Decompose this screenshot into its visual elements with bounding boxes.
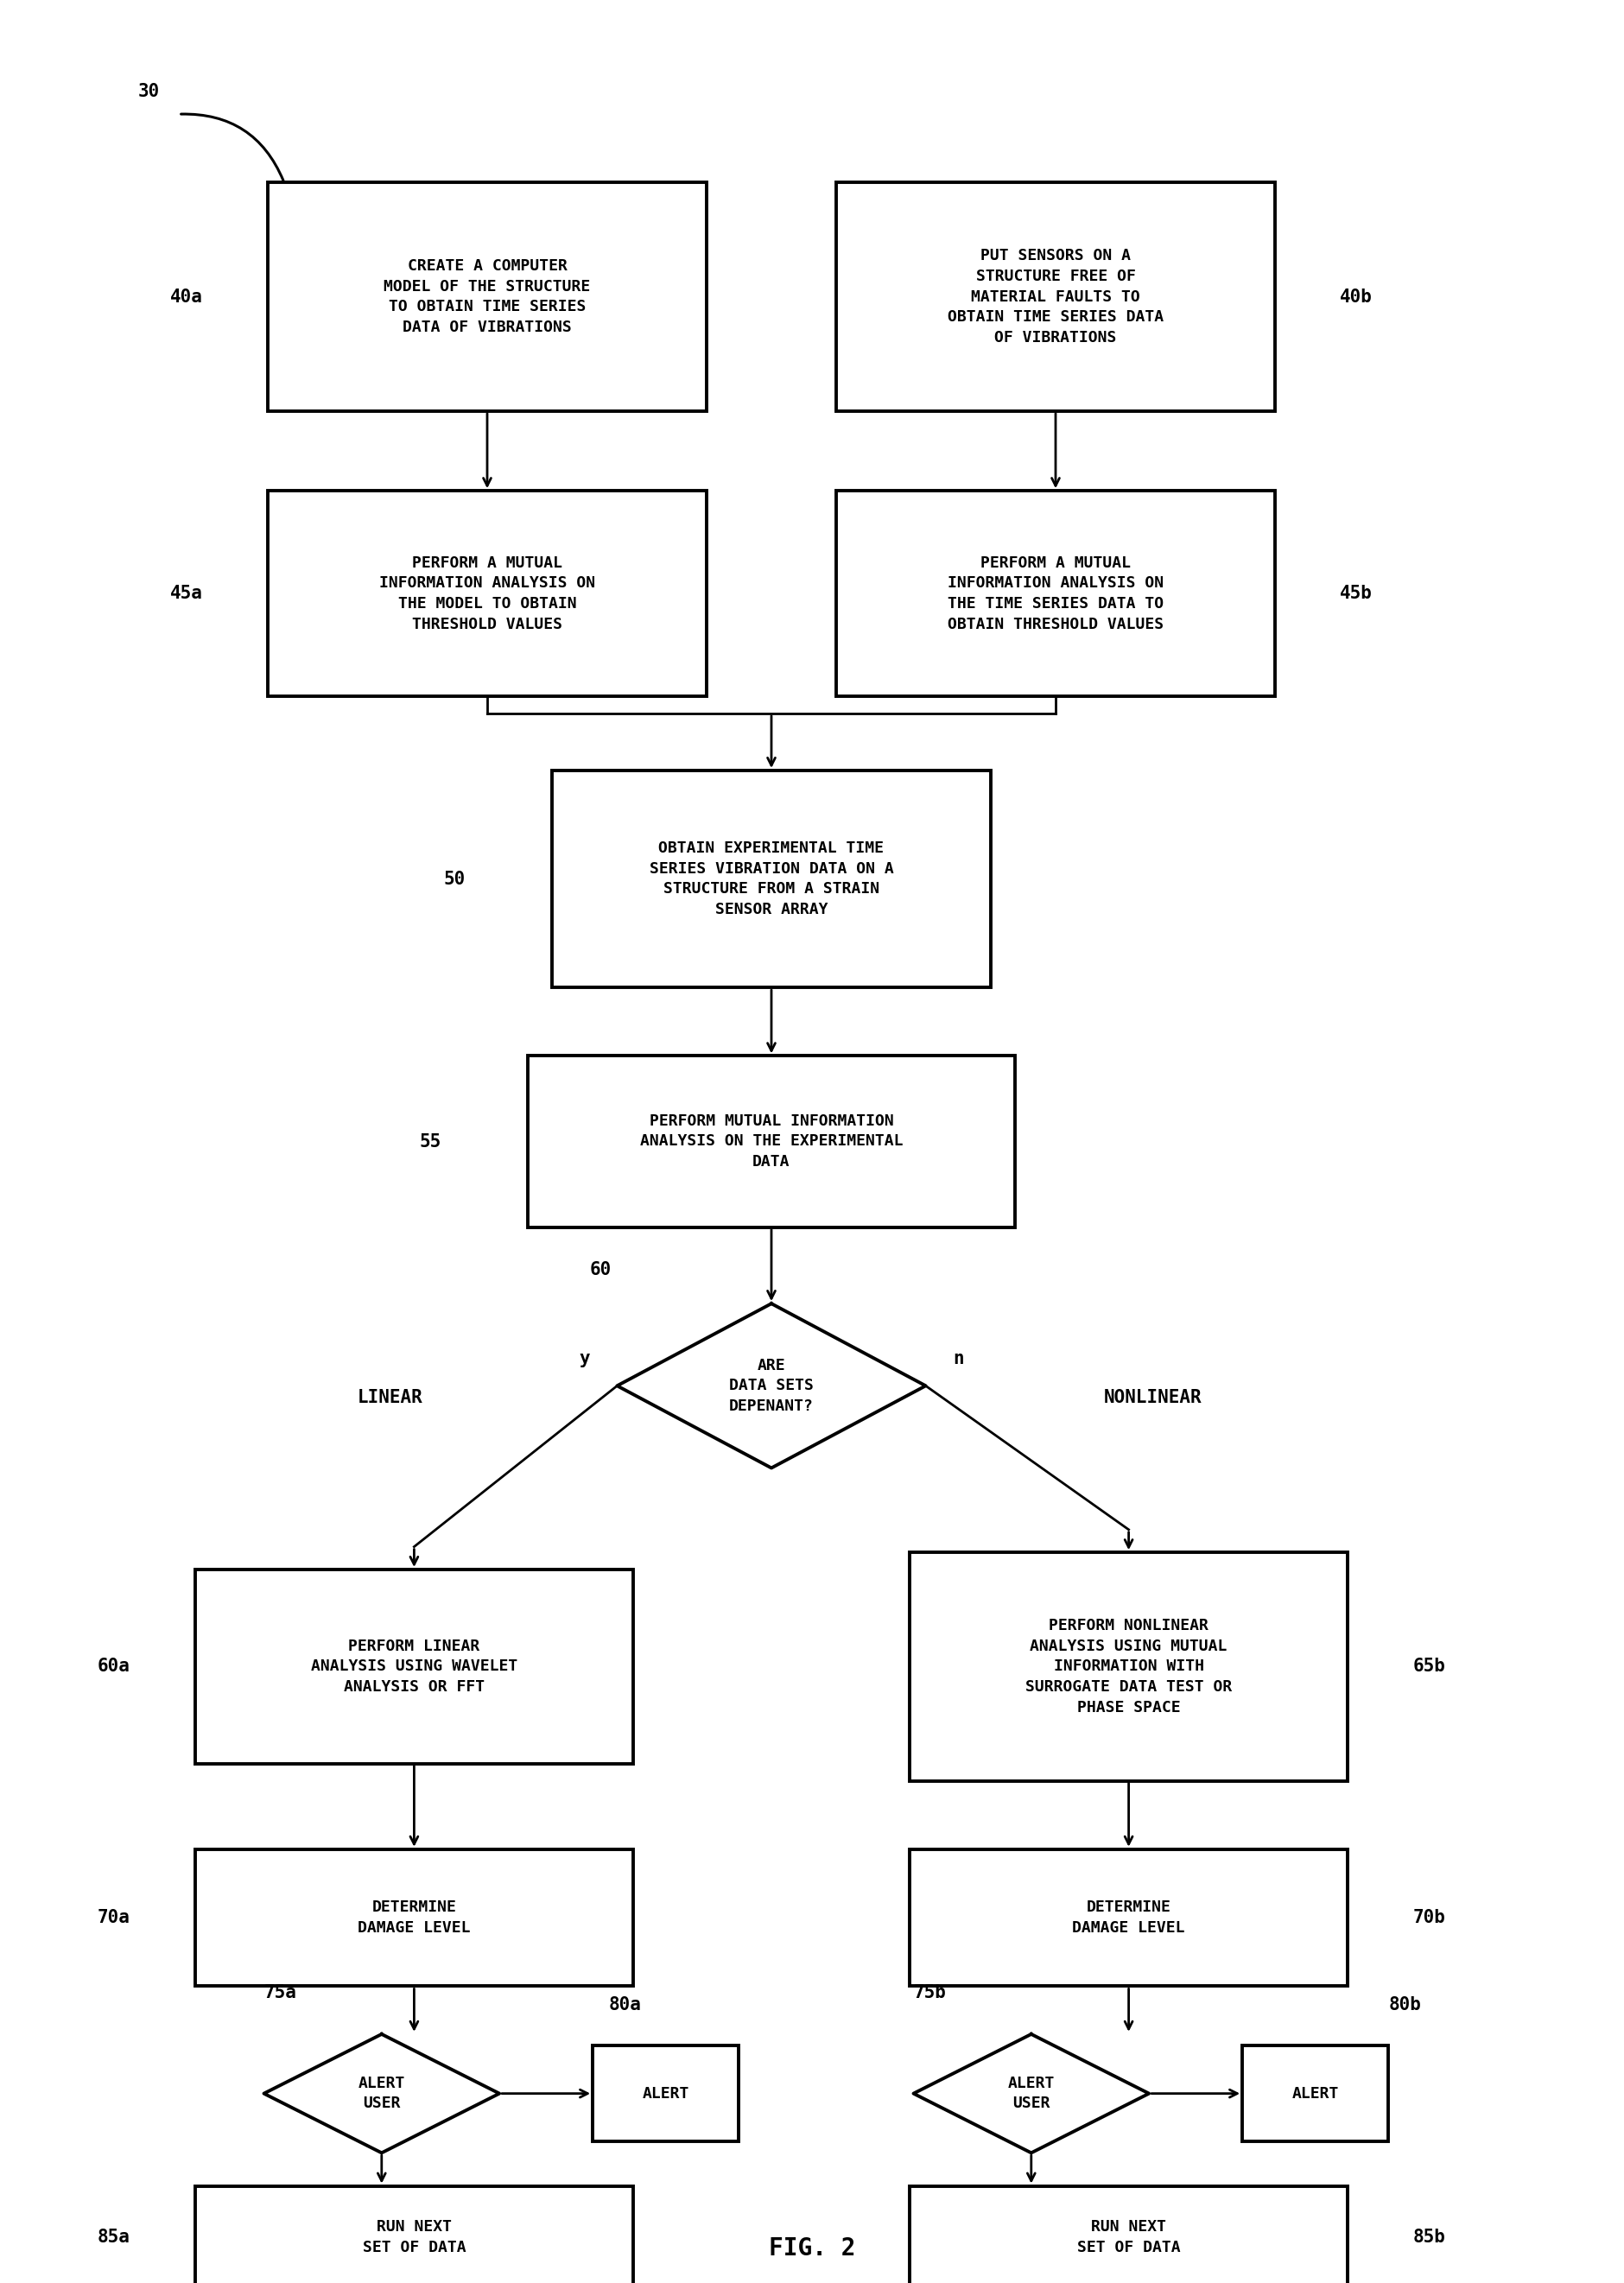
- Text: PERFORM LINEAR
ANALYSIS USING WAVELET
ANALYSIS OR FFT: PERFORM LINEAR ANALYSIS USING WAVELET AN…: [310, 1639, 518, 1694]
- Text: 75a: 75a: [263, 1984, 297, 2002]
- Text: 40b: 40b: [1340, 288, 1372, 306]
- Text: ALERT: ALERT: [643, 2087, 689, 2100]
- Text: 60a: 60a: [97, 1657, 130, 1676]
- Text: RUN NEXT
SET OF DATA: RUN NEXT SET OF DATA: [1077, 2219, 1181, 2256]
- Text: 85a: 85a: [97, 2228, 130, 2246]
- Text: LINEAR: LINEAR: [357, 1388, 422, 1406]
- FancyBboxPatch shape: [909, 2187, 1348, 2283]
- FancyBboxPatch shape: [1242, 2046, 1389, 2141]
- FancyBboxPatch shape: [528, 1055, 1015, 1228]
- Text: 65b: 65b: [1413, 1657, 1445, 1676]
- Text: 85b: 85b: [1413, 2228, 1445, 2246]
- Text: CREATE A COMPUTER
MODEL OF THE STRUCTURE
TO OBTAIN TIME SERIES
DATA OF VIBRATION: CREATE A COMPUTER MODEL OF THE STRUCTURE…: [383, 258, 591, 336]
- FancyBboxPatch shape: [195, 2187, 633, 2283]
- FancyBboxPatch shape: [268, 183, 706, 411]
- FancyBboxPatch shape: [552, 772, 991, 986]
- FancyBboxPatch shape: [836, 183, 1275, 411]
- FancyBboxPatch shape: [909, 1849, 1348, 1986]
- Text: 80a: 80a: [609, 1995, 641, 2014]
- Text: ALERT: ALERT: [1293, 2087, 1338, 2100]
- Text: OBTAIN EXPERIMENTAL TIME
SERIES VIBRATION DATA ON A
STRUCTURE FROM A STRAIN
SENS: OBTAIN EXPERIMENTAL TIME SERIES VIBRATIO…: [650, 840, 893, 918]
- Text: PERFORM A MUTUAL
INFORMATION ANALYSIS ON
THE MODEL TO OBTAIN
THRESHOLD VALUES: PERFORM A MUTUAL INFORMATION ANALYSIS ON…: [378, 555, 596, 632]
- Text: 45b: 45b: [1340, 584, 1372, 603]
- Text: PUT SENSORS ON A
STRUCTURE FREE OF
MATERIAL FAULTS TO
OBTAIN TIME SERIES DATA
OF: PUT SENSORS ON A STRUCTURE FREE OF MATER…: [947, 249, 1164, 345]
- Text: 45a: 45a: [171, 584, 203, 603]
- Text: PERFORM MUTUAL INFORMATION
ANALYSIS ON THE EXPERIMENTAL
DATA: PERFORM MUTUAL INFORMATION ANALYSIS ON T…: [640, 1114, 903, 1169]
- Text: PERFORM A MUTUAL
INFORMATION ANALYSIS ON
THE TIME SERIES DATA TO
OBTAIN THRESHOL: PERFORM A MUTUAL INFORMATION ANALYSIS ON…: [947, 555, 1164, 632]
- Text: 50: 50: [443, 870, 466, 888]
- Text: 70b: 70b: [1413, 1909, 1445, 1927]
- FancyBboxPatch shape: [195, 1571, 633, 1762]
- FancyBboxPatch shape: [593, 2046, 739, 2141]
- FancyBboxPatch shape: [836, 491, 1275, 696]
- Text: DETERMINE
DAMAGE LEVEL: DETERMINE DAMAGE LEVEL: [357, 1899, 471, 1936]
- FancyBboxPatch shape: [195, 1849, 633, 1986]
- Text: 70a: 70a: [97, 1909, 130, 1927]
- Text: 30: 30: [138, 82, 159, 100]
- Text: 80b: 80b: [1389, 1995, 1421, 2014]
- Text: PERFORM NONLINEAR
ANALYSIS USING MUTUAL
INFORMATION WITH
SURROGATE DATA TEST OR
: PERFORM NONLINEAR ANALYSIS USING MUTUAL …: [1025, 1619, 1233, 1715]
- Text: 40a: 40a: [171, 288, 203, 306]
- Text: ALERT
USER: ALERT USER: [1009, 2075, 1054, 2112]
- Text: 75b: 75b: [913, 1984, 947, 2002]
- Text: n: n: [953, 1349, 963, 1368]
- Text: RUN NEXT
SET OF DATA: RUN NEXT SET OF DATA: [362, 2219, 466, 2256]
- FancyBboxPatch shape: [909, 1552, 1348, 1781]
- Text: 55: 55: [419, 1132, 442, 1151]
- Text: y: y: [580, 1349, 590, 1368]
- FancyBboxPatch shape: [268, 491, 706, 696]
- Text: ARE
DATA SETS
DEPENANT?: ARE DATA SETS DEPENANT?: [729, 1358, 814, 1413]
- Text: 60: 60: [590, 1260, 612, 1278]
- Text: FIG. 2: FIG. 2: [768, 2235, 856, 2260]
- Text: NONLINEAR: NONLINEAR: [1104, 1388, 1202, 1406]
- Text: DETERMINE
DAMAGE LEVEL: DETERMINE DAMAGE LEVEL: [1072, 1899, 1186, 1936]
- Text: ALERT
USER: ALERT USER: [359, 2075, 404, 2112]
